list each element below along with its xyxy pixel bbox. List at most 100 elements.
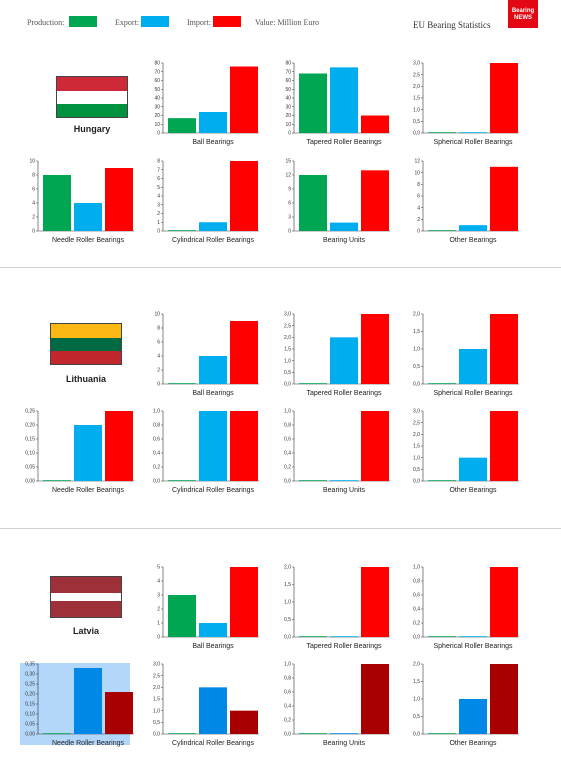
bar-export xyxy=(74,425,102,481)
bar-chart: 0,00 0,05 0,10 0,15 0,20 0,25 0,30 0,35 Needle R… xyxy=(20,662,134,747)
bar-chart: 0 2 4 6 8 10 Needle Roller Bearings xyxy=(29,159,134,244)
y-tick-label: 1,0 xyxy=(413,455,420,461)
y-tick-label: 1,0 xyxy=(284,600,291,606)
y-tick-label: 80 xyxy=(154,61,160,67)
y-tick-label: 60 xyxy=(285,78,291,84)
y-tick-label: 0,4 xyxy=(284,451,291,457)
y-tick-label: 4 xyxy=(32,201,35,207)
y-tick-label: 1,0 xyxy=(413,697,420,703)
bar-import xyxy=(105,168,133,231)
chart-caption: Spherical Roller Bearings xyxy=(434,139,513,146)
y-tick-label: 0,20 xyxy=(25,692,35,698)
y-tick-label: 1,5 xyxy=(153,697,160,703)
y-tick-label: 0,0 xyxy=(153,479,160,485)
y-tick-label: 1 xyxy=(157,621,160,627)
y-tick-label: 0,05 xyxy=(25,722,35,728)
y-tick-label: 60 xyxy=(154,78,160,84)
y-tick-label: 15 xyxy=(285,159,291,165)
country-name-hungary: Hungary xyxy=(73,124,111,134)
y-tick-label: 3,0 xyxy=(153,662,160,668)
chart-caption: Ball Bearings xyxy=(192,390,234,397)
flag-stripe xyxy=(51,338,121,351)
y-tick-label: 20 xyxy=(154,113,160,119)
y-tick-label: 50 xyxy=(154,87,160,93)
y-tick-label: 70 xyxy=(285,69,291,75)
y-tick-label: 0,4 xyxy=(284,704,291,710)
bar-chart: 0,0 0,5 1,0 1,5 2,0 2,5 3,0 Tapered Roller Bear… xyxy=(284,312,390,397)
legend-production-label: Production: xyxy=(27,18,65,27)
bar-chart: 0,00 0,05 0,10 0,15 0,20 0,25 Needle Roller Be… xyxy=(25,409,134,494)
y-tick-label: 6 xyxy=(288,201,291,207)
y-tick-label: 0,0 xyxy=(153,732,160,738)
legend-import-swatch xyxy=(213,16,241,27)
chart-caption: Bearing Units xyxy=(323,740,366,747)
y-tick-label: 2,0 xyxy=(153,685,160,691)
y-tick-label: 9 xyxy=(288,187,291,193)
flag-stripe xyxy=(57,91,127,104)
y-tick-label: 0,5 xyxy=(284,370,291,376)
bar-import xyxy=(490,411,518,481)
legend-export-swatch xyxy=(141,16,169,27)
y-tick-label: 0 xyxy=(288,131,291,137)
legend-export-label: Export: xyxy=(115,18,139,27)
y-tick-label: 7 xyxy=(157,167,160,173)
y-tick-label: 2 xyxy=(157,368,160,374)
chart-caption: Needle Roller Bearings xyxy=(52,487,124,494)
bar-chart: 0,0 0,5 1,0 1,5 2,0 Spherical Roller Bearings xyxy=(413,312,519,397)
bar-production xyxy=(299,383,327,384)
y-tick-label: 0,0 xyxy=(413,635,420,641)
flag-hungary xyxy=(56,76,128,118)
y-tick-label: 4 xyxy=(157,579,160,585)
y-tick-label: 2 xyxy=(32,215,35,221)
bar-production xyxy=(43,733,71,734)
bar-import xyxy=(361,115,389,133)
chart-caption: Needle Roller Bearings xyxy=(52,237,124,244)
y-tick-label: 0 xyxy=(157,131,160,137)
bar-chart: 0,0 0,5 1,0 1,5 2,0 2,5 3,0 Spherical Roller Be… xyxy=(413,61,519,146)
y-tick-label: 10 xyxy=(154,122,160,128)
flag-stripe xyxy=(51,324,121,338)
bar-chart: 0 10 20 30 40 50 60 70 80 Tapered Roller Bearings xyxy=(285,61,390,146)
y-tick-label: 10 xyxy=(414,170,420,176)
bar-import xyxy=(230,321,258,384)
chart-caption: Cylindrical Roller Bearings xyxy=(172,237,255,244)
bar-import xyxy=(230,567,258,637)
bar-export xyxy=(199,687,227,734)
y-tick-label: 3 xyxy=(288,215,291,221)
y-tick-label: 1,0 xyxy=(413,347,420,353)
bar-import xyxy=(230,66,258,133)
bar-production xyxy=(428,733,456,734)
bar-export xyxy=(459,636,487,637)
y-tick-label: 2,0 xyxy=(413,432,420,438)
bar-chart: 0,0 0,2 0,4 0,6 0,8 1,0 Spherical Roller Beari… xyxy=(413,565,519,650)
y-tick-label: 2,5 xyxy=(153,673,160,679)
bar-production xyxy=(428,383,456,384)
chart-caption: Needle Roller Bearings xyxy=(52,740,124,747)
bar-production xyxy=(168,595,196,637)
legend-production-swatch xyxy=(69,16,97,27)
chart-caption: Tapered Roller Bearings xyxy=(306,139,382,146)
bar-production xyxy=(428,132,456,133)
bar-export xyxy=(330,222,358,231)
y-tick-label: 0,5 xyxy=(413,364,420,370)
bar-import xyxy=(361,411,389,481)
y-tick-label: 0,8 xyxy=(284,423,291,429)
y-tick-label: 5 xyxy=(157,185,160,191)
y-tick-label: 0,15 xyxy=(25,702,35,708)
y-tick-label: 1,0 xyxy=(153,409,160,415)
flag-stripe xyxy=(57,77,127,91)
y-tick-label: 2,5 xyxy=(284,323,291,329)
y-tick-label: 0,6 xyxy=(284,437,291,443)
section-divider xyxy=(0,528,561,529)
y-tick-label: 0,8 xyxy=(153,423,160,429)
y-tick-label: 80 xyxy=(285,61,291,67)
bar-export xyxy=(199,222,227,231)
y-tick-label: 0,2 xyxy=(413,621,420,627)
y-tick-label: 0,5 xyxy=(413,119,420,125)
y-tick-label: 0,00 xyxy=(25,732,35,738)
bar-export xyxy=(330,733,358,734)
bar-production xyxy=(168,118,196,133)
bar-import xyxy=(230,710,258,734)
y-tick-label: 0,0 xyxy=(284,732,291,738)
bar-export xyxy=(459,225,487,231)
